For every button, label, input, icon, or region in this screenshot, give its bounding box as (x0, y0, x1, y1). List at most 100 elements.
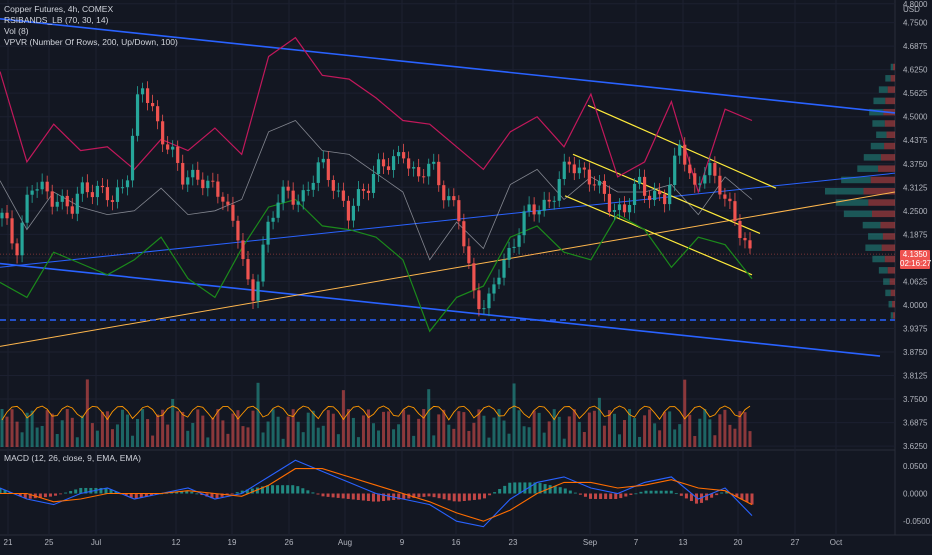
macd-histogram-bar (422, 493, 426, 497)
volume-bar (95, 430, 99, 447)
volume-bar (507, 433, 511, 447)
legend-volume[interactable]: Vol (8) (4, 26, 29, 36)
candle-body (467, 246, 471, 264)
candle-body (597, 180, 601, 186)
macd-histogram-bar (674, 493, 678, 495)
macd-histogram-bar (437, 493, 441, 499)
candle-body (442, 185, 446, 201)
x-tick-label: 9 (400, 538, 405, 547)
candle-body (482, 308, 486, 310)
candle-body (637, 176, 642, 184)
candle-body (668, 185, 672, 205)
volume-bar (216, 409, 220, 447)
volume-bar (718, 414, 722, 447)
candle-body (577, 167, 581, 174)
macd-histogram-bar (442, 493, 446, 500)
macd-histogram-bar (205, 493, 209, 497)
volume-profile-bar-down (886, 131, 895, 139)
candle-body (447, 196, 451, 201)
candle-body (25, 194, 29, 223)
candle-body (346, 200, 350, 221)
macd-histogram-bar (48, 493, 52, 497)
volume-bar (296, 421, 300, 447)
candle-body (472, 263, 476, 291)
volume-profile-bar-down (870, 176, 895, 184)
volume-bar (75, 437, 79, 447)
macd-histogram-bar (99, 487, 103, 494)
candle-body (477, 290, 481, 310)
volume-profile-bar-up (863, 154, 881, 161)
trendline-blue (0, 18, 896, 114)
candle-body (161, 121, 165, 145)
candle-body (45, 181, 49, 192)
candle-body (512, 246, 516, 248)
legend-vpvr[interactable]: VPVR (Number Of Rows, 200, Up/Down, 100) (4, 37, 178, 47)
macd-histogram-bar (220, 493, 224, 497)
volume-bar (181, 412, 185, 447)
macd-histogram-bar (609, 493, 613, 500)
volume-bar (532, 410, 536, 447)
candle-body (627, 204, 632, 213)
candle-body (206, 180, 210, 189)
macd-histogram-bar (619, 493, 623, 499)
macd-histogram-bar (331, 493, 335, 498)
candle-body (50, 191, 54, 207)
macd-histogram-bar (129, 493, 133, 498)
y-tick-label: 3.6875 (903, 419, 928, 428)
macd-histogram-bar (710, 493, 714, 498)
x-tick-label: 19 (228, 538, 237, 547)
macd-histogram-bar (271, 485, 275, 494)
macd-histogram-bar (528, 482, 532, 494)
volume-profile-bar-up (885, 75, 891, 82)
candle-body (356, 189, 361, 206)
volume-bar (271, 409, 275, 447)
volume-profile-bar-up (888, 300, 893, 308)
candle-body (130, 135, 135, 181)
volume-profile-bar-up (825, 188, 864, 195)
volume-profile-bar-up (862, 221, 881, 229)
candle-body (60, 195, 64, 202)
candle-body (437, 161, 441, 186)
volume-bar (231, 413, 235, 447)
volume-bar (70, 417, 74, 447)
candle-body (135, 94, 140, 136)
candle-body (85, 182, 89, 193)
macd-histogram-bar (447, 493, 451, 501)
y-tick-label: 3.9375 (903, 324, 928, 333)
y-tick-label: 4.4375 (903, 136, 928, 145)
volume-bar (703, 409, 707, 447)
candle-body (35, 189, 39, 191)
volume-bar (472, 422, 476, 447)
candle-body (542, 199, 546, 211)
candle-body (176, 146, 180, 163)
macd-histogram-bar (240, 490, 244, 494)
volume-bar (738, 411, 742, 447)
candle-body (422, 176, 426, 178)
volume-bar (663, 411, 667, 447)
volume-profile-bar-down (887, 267, 895, 274)
macd-histogram-bar (377, 493, 381, 502)
candle-body (748, 240, 752, 249)
volume-profile-bar-down (893, 63, 895, 71)
volume-bar (90, 423, 94, 447)
macd-tick-label: 0.0500 (903, 462, 928, 471)
volume-bar (607, 410, 611, 447)
macd-histogram-bar (230, 493, 234, 495)
macd-histogram-bar (659, 490, 663, 494)
legend-symbol[interactable]: Copper Futures, 4h, COMEX (4, 4, 114, 14)
x-tick-label: 12 (172, 538, 181, 547)
volume-bar (542, 432, 546, 447)
candle-body (201, 179, 205, 189)
volume-bar (211, 417, 215, 447)
macd-histogram-bar (664, 490, 668, 494)
macd-histogram-bar (563, 488, 567, 494)
legend-macd[interactable]: MACD (12, 26, close, 9, EMA, EMA) (4, 453, 141, 463)
macd-histogram-bar (23, 493, 27, 499)
legend-rsibands[interactable]: RSIBANDS_LB (70, 30, 14) (4, 15, 109, 25)
last-price: 4.1350 (902, 250, 928, 259)
candle-body (683, 144, 687, 165)
macd-histogram-bar (89, 487, 93, 494)
